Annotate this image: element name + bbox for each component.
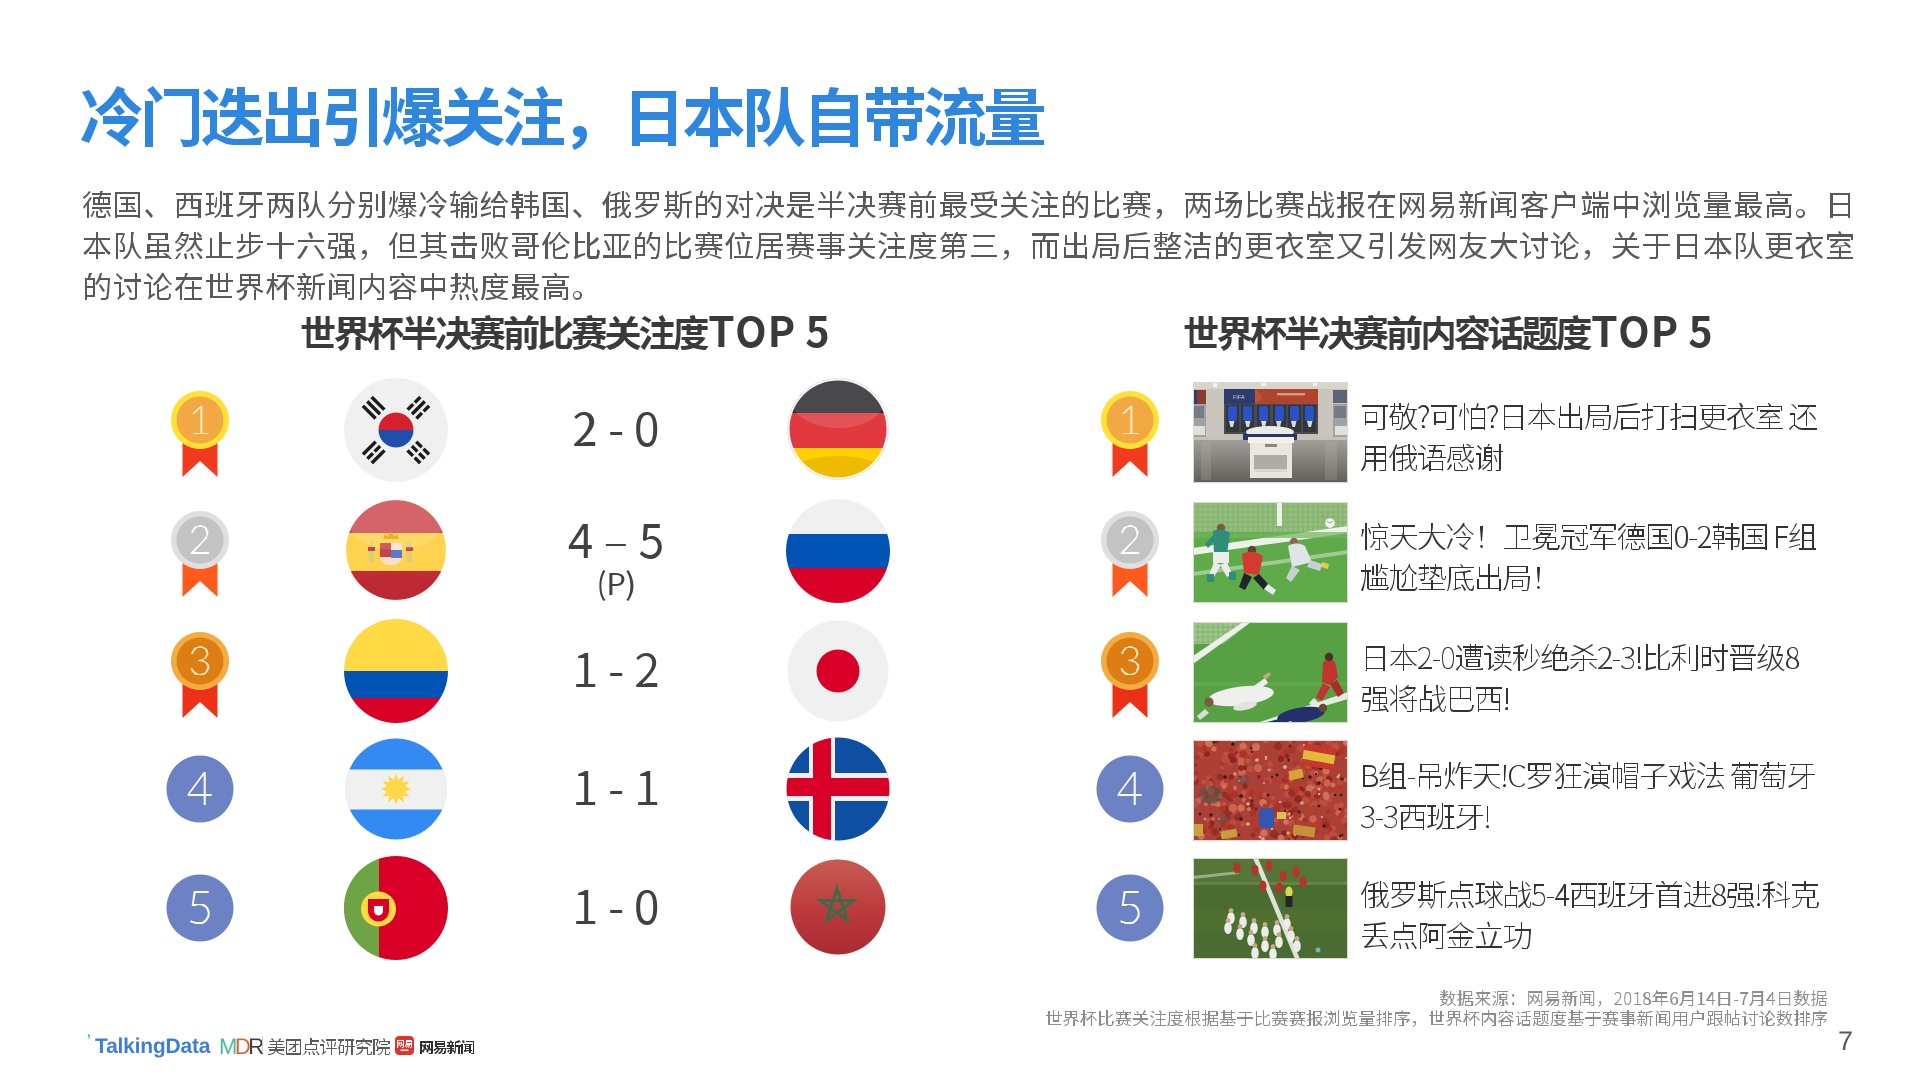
svg-text:FIFA: FIFA [1233,395,1245,401]
